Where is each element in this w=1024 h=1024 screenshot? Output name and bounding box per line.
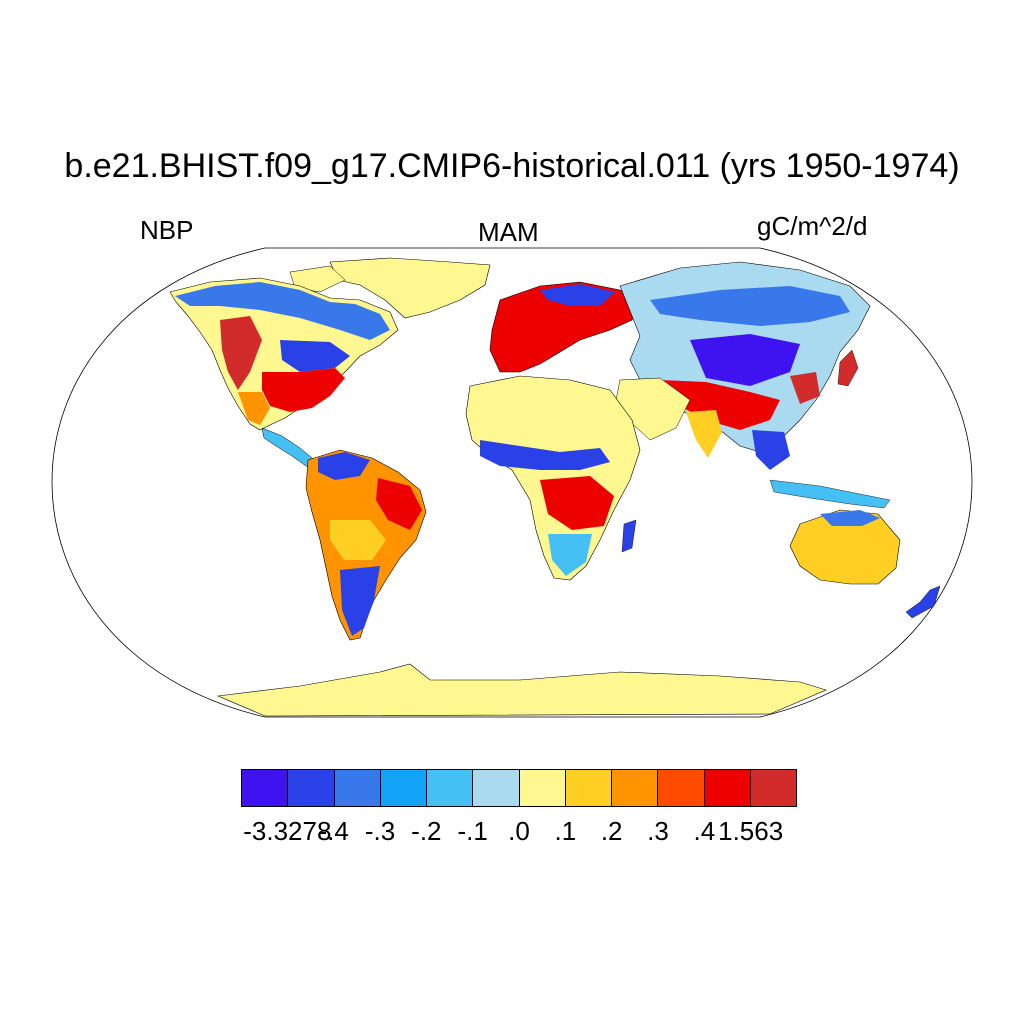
asia-siberia-blue (650, 286, 850, 326)
madagascar (621, 519, 637, 553)
colorbar-label-8: .3 (647, 816, 669, 846)
colorbar (241, 769, 797, 807)
se-asia-blue (752, 430, 790, 470)
colorbar-swatch-10 (704, 770, 751, 806)
greenland (329, 257, 491, 319)
colorbar-swatch-11 (750, 770, 796, 806)
na-east-red (262, 368, 345, 412)
new-zealand (905, 585, 941, 619)
na-central-blue (280, 340, 350, 372)
japan (837, 349, 859, 387)
colorbar-label-1: -.4 (318, 816, 349, 846)
na-north-blue (175, 282, 390, 340)
asia-east-red (790, 372, 820, 404)
colorbar-label-9: .4 (693, 816, 716, 846)
africa-central-red (540, 476, 614, 530)
asia-central-purple (690, 334, 800, 386)
colorbar-label-5: .0 (508, 816, 530, 846)
colorbar-label-7: .2 (600, 816, 623, 846)
colorbar-label-10: 1.563 (718, 816, 784, 846)
europe (489, 281, 641, 373)
colorbar-label-3: -.2 (411, 816, 442, 846)
europe-north-blue (540, 284, 615, 306)
season-label: MAM (478, 217, 539, 247)
colorbar-label-6: .1 (554, 816, 577, 846)
colorbar-swatch-8 (612, 770, 659, 806)
asia-south-red (660, 380, 780, 430)
antarctica (216, 663, 827, 717)
colorbar-labels: -3.3278 -.4 -.3 -.2 -.1 .0 .1 .2 .3 .4 1.563 (0, 815, 1024, 851)
india-yellow (686, 410, 722, 458)
na-west-red (220, 316, 262, 390)
colorbar-swatch-4 (427, 770, 474, 806)
na-south-orange (238, 392, 270, 425)
africa-sahel-blue (480, 440, 610, 470)
colorbar-swatch-6 (519, 770, 566, 806)
colorbar-swatch-2 (334, 770, 381, 806)
map-title: b.e21.BHIST.f09_g17.CMIP6-historical.011… (64, 147, 960, 185)
variable-label: NBP (140, 215, 194, 245)
colorbar-label-0: -3.3278 (243, 816, 332, 846)
units-label: gC/m^2/d (757, 211, 868, 241)
colorbar-swatch-3 (380, 770, 427, 806)
colorbar-label-4: -.1 (457, 816, 488, 846)
colorbar-swatch-9 (658, 770, 705, 806)
colorbar-swatch-0 (242, 770, 289, 806)
colorbar-swatch-7 (565, 770, 612, 806)
africa-south-cyan (548, 534, 592, 576)
colorbar-swatch-1 (288, 770, 335, 806)
sa-central-yellow (330, 520, 386, 560)
colorbar-label-2: -.3 (364, 816, 396, 846)
sa-south-blue (340, 566, 380, 636)
colorbar-swatch-5 (473, 770, 520, 806)
sa-east-red (376, 478, 422, 530)
sa-north-blue (318, 452, 370, 480)
australia-north-blue (820, 510, 880, 526)
indonesia (769, 479, 891, 509)
